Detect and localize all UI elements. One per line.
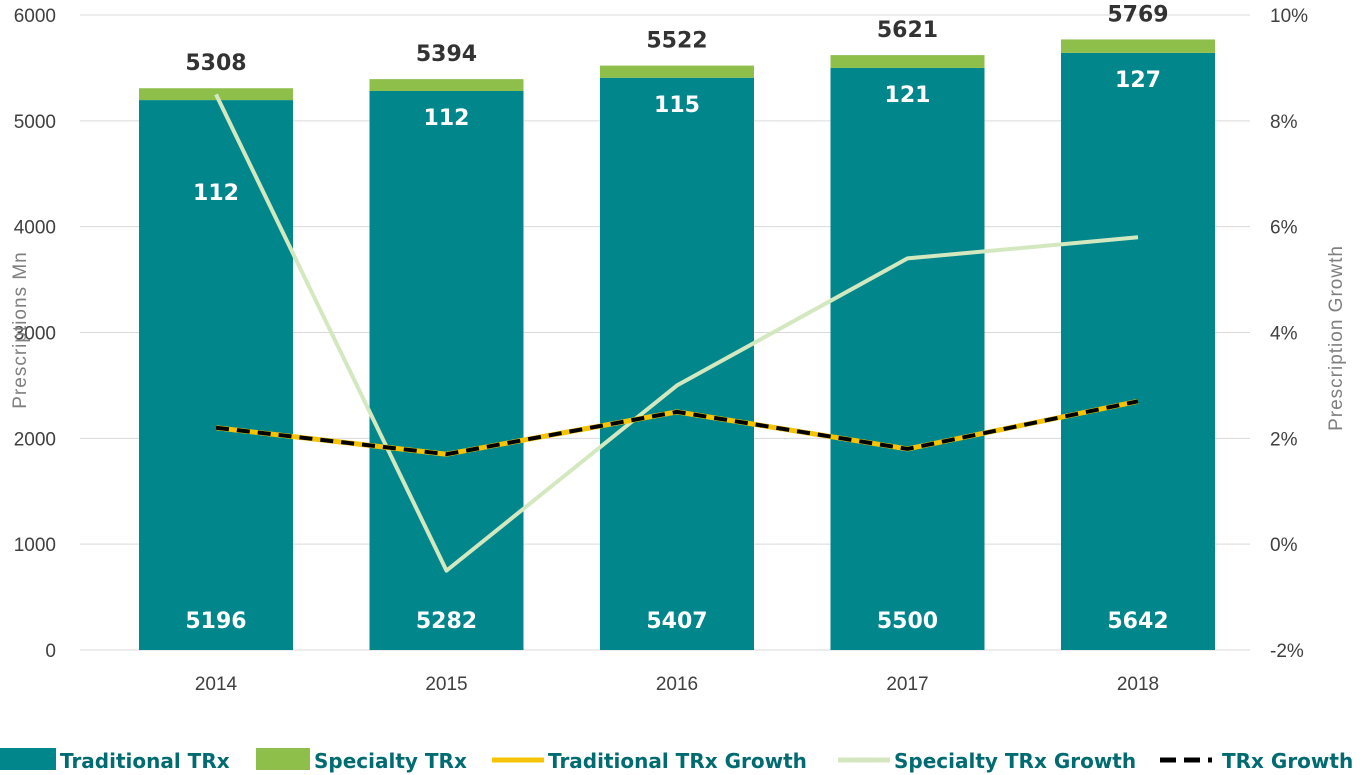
traditional-trx-bar xyxy=(1061,52,1215,651)
x-tick-label: 2016 xyxy=(656,674,698,695)
y2-tick-label: 0% xyxy=(1270,535,1298,556)
y-axis-title: Prescriptions Mn xyxy=(10,251,31,409)
specialty-trx-growth-line xyxy=(214,93,1139,573)
legend-label: Specialty TRx xyxy=(314,749,467,773)
legend-swatch xyxy=(256,748,310,770)
total-trx-label: 5621 xyxy=(877,18,938,43)
total-trx-label: 5769 xyxy=(1107,2,1168,27)
bar-series xyxy=(139,39,1215,651)
y2-tick-label: 8% xyxy=(1270,112,1298,133)
y-tick-label: 3000 xyxy=(14,324,56,345)
y-tick-label: 0 xyxy=(45,641,56,662)
total-trx-label: 5308 xyxy=(185,51,246,76)
specialty-trx-label: 127 xyxy=(1115,68,1161,93)
traditional-trx-bar xyxy=(600,77,754,651)
specialty-trx-label: 112 xyxy=(193,181,239,206)
legend-label: Traditional TRx Growth xyxy=(548,749,807,773)
specialty-trx-label: 121 xyxy=(885,83,931,108)
left-axis-ticks: 0 1000 2000 3000 4000 5000 6000 xyxy=(14,6,56,662)
legend-swatch xyxy=(0,748,56,770)
traditional-trx-label: 5500 xyxy=(877,609,938,634)
traditional-trx-label: 5196 xyxy=(185,609,246,634)
y2-tick-label: 10% xyxy=(1270,6,1308,27)
specialty-trx-bar xyxy=(830,55,985,68)
x-axis-ticks: 2014 2015 2016 2017 2018 xyxy=(195,674,1159,695)
legend-label: TRx Growth xyxy=(1222,749,1353,773)
right-axis-ticks: -2% 0% 2% 4% 6% 8% 10% xyxy=(1270,6,1308,662)
total-trx-label: 5522 xyxy=(646,29,707,54)
specialty-trx-bar xyxy=(1061,39,1215,53)
x-tick-label: 2014 xyxy=(195,674,238,695)
traditional-trx-bar xyxy=(369,90,524,650)
y2-tick-label: 2% xyxy=(1270,429,1298,450)
specialty-trx-label: 115 xyxy=(654,93,700,118)
y2-tick-label: -2% xyxy=(1270,641,1304,662)
x-tick-label: 2017 xyxy=(886,674,928,695)
trx-growth-line xyxy=(215,399,1139,457)
y2-axis-title: Prescription Growth xyxy=(1326,245,1347,431)
y-tick-label: 5000 xyxy=(14,112,56,133)
data-labels: 5196 112 5308 5282 112 5394 5407 115 5522 5500 121… xyxy=(185,2,1168,634)
y-tick-label: 2000 xyxy=(14,429,56,450)
traditional-trx-label: 5642 xyxy=(1107,609,1168,634)
y-tick-label: 1000 xyxy=(14,535,56,556)
y2-tick-label: 6% xyxy=(1270,218,1298,239)
traditional-trx-label: 5407 xyxy=(646,609,707,634)
traditional-trx-bar xyxy=(830,67,985,650)
legend: Traditional TRx Specialty TRx Traditional … xyxy=(0,748,1353,773)
y2-tick-label: 4% xyxy=(1270,324,1298,345)
y-tick-label: 4000 xyxy=(14,218,56,239)
line-series xyxy=(214,93,1139,573)
x-tick-label: 2015 xyxy=(425,674,467,695)
specialty-trx-bar xyxy=(369,79,524,91)
specialty-trx-bar xyxy=(600,65,754,78)
total-trx-label: 5394 xyxy=(416,42,477,67)
traditional-trx-bar xyxy=(139,100,293,651)
x-tick-label: 2018 xyxy=(1117,674,1159,695)
legend-label: Traditional TRx xyxy=(60,749,230,773)
specialty-trx-label: 112 xyxy=(424,106,470,131)
y-tick-label: 6000 xyxy=(14,6,56,27)
specialty-trx-bar xyxy=(139,88,293,101)
traditional-trx-label: 5282 xyxy=(416,609,477,634)
legend-label: Specialty TRx Growth xyxy=(894,749,1136,773)
